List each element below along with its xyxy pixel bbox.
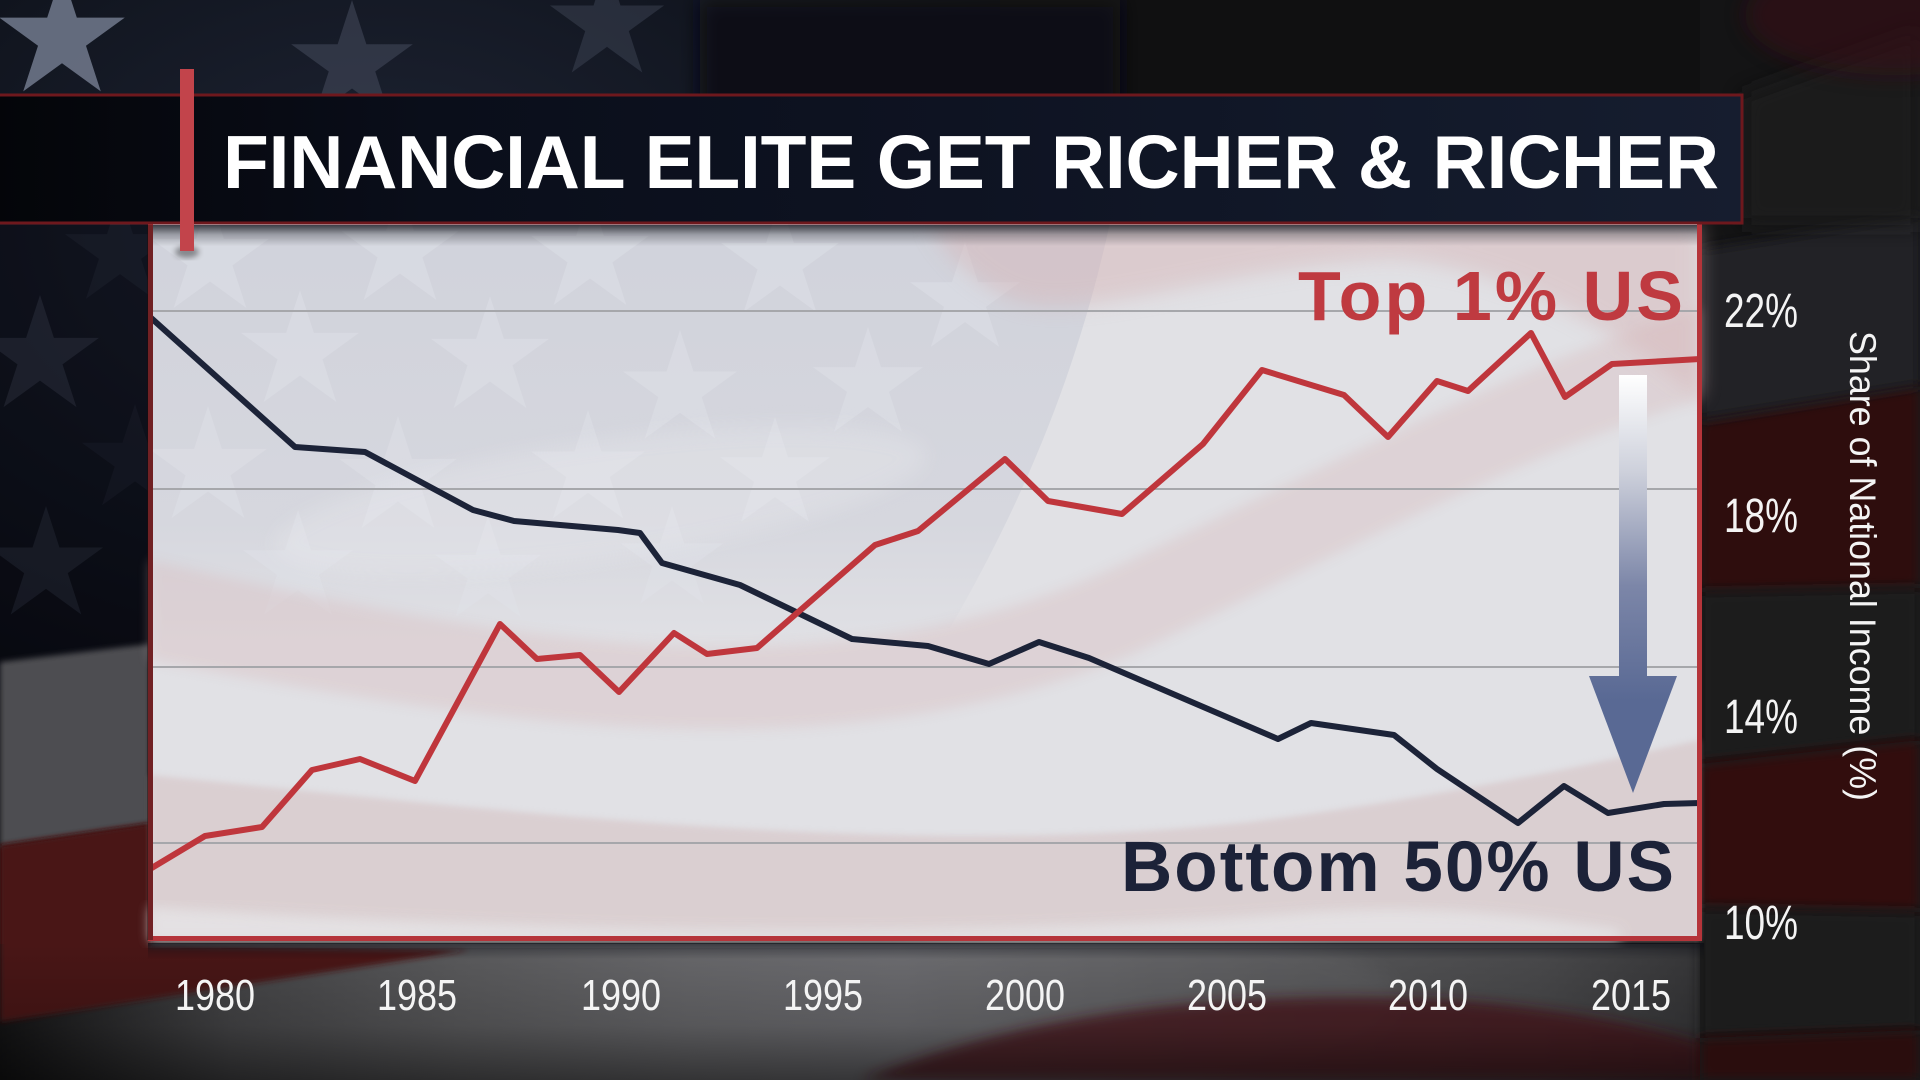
svg-text:Share of National Income (%): Share of National Income (%) xyxy=(1842,331,1883,801)
svg-text:1995: 1995 xyxy=(783,971,863,1020)
svg-text:14%: 14% xyxy=(1724,691,1798,744)
svg-text:FINANCIAL ELITE GET RICHER & R: FINANCIAL ELITE GET RICHER & RICHER xyxy=(223,120,1719,204)
svg-text:22%: 22% xyxy=(1724,285,1798,338)
svg-text:18%: 18% xyxy=(1724,490,1798,543)
svg-text:1980: 1980 xyxy=(175,971,255,1020)
svg-text:10%: 10% xyxy=(1724,897,1798,950)
svg-text:2000: 2000 xyxy=(985,971,1065,1020)
svg-text:Top 1% US: Top 1% US xyxy=(1298,257,1683,335)
svg-text:Bottom 50% US: Bottom 50% US xyxy=(1121,828,1674,907)
svg-text:1990: 1990 xyxy=(581,971,661,1020)
svg-text:2010: 2010 xyxy=(1388,971,1468,1020)
svg-text:2005: 2005 xyxy=(1187,971,1267,1020)
svg-text:1985: 1985 xyxy=(377,971,457,1020)
svg-text:2015: 2015 xyxy=(1591,971,1671,1020)
